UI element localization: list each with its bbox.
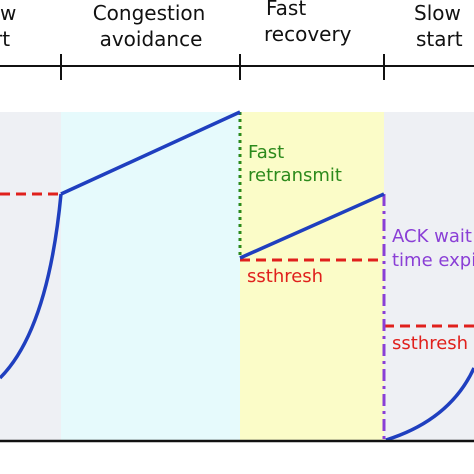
region-slow-start-2	[384, 112, 474, 442]
region-congestion-avoidance	[61, 112, 240, 442]
phase-label-slow-start-1-line2: rt	[0, 27, 10, 51]
ack-wait-label-line2: time expi	[392, 250, 474, 271]
ssthresh-label-1: ssthresh	[247, 266, 323, 287]
phase-label-congestion-line1: Congestion	[93, 1, 206, 25]
fast-retransmit-label-line1: Fast	[248, 142, 284, 163]
phase-label-fast-recovery-line2: recovery	[264, 22, 352, 46]
region-fast-recovery	[240, 112, 384, 442]
cwnd-fast-recovery	[239, 192, 385, 260]
phase-label-slow-start-2-line1: Slow	[414, 1, 461, 25]
cwnd-congestion-avoidance	[60, 110, 241, 196]
phase-label-slow-start-2-line2: start	[416, 27, 463, 51]
ssthresh-label-2: ssthresh	[392, 333, 468, 354]
region-slow-start-1	[0, 112, 61, 442]
phase-label-congestion-line2: avoidance	[100, 27, 203, 51]
cwnd-slow-start-2	[385, 367, 474, 442]
phase-label-fast-recovery-line1: Fast	[266, 0, 306, 20]
phase-label-slow-start-1-line1: w	[0, 1, 16, 25]
ack-wait-label-line1: ACK wait	[392, 226, 472, 247]
cwnd-slow-start-1	[0, 193, 63, 380]
fast-retransmit-label-line2: retransmit	[248, 165, 342, 186]
